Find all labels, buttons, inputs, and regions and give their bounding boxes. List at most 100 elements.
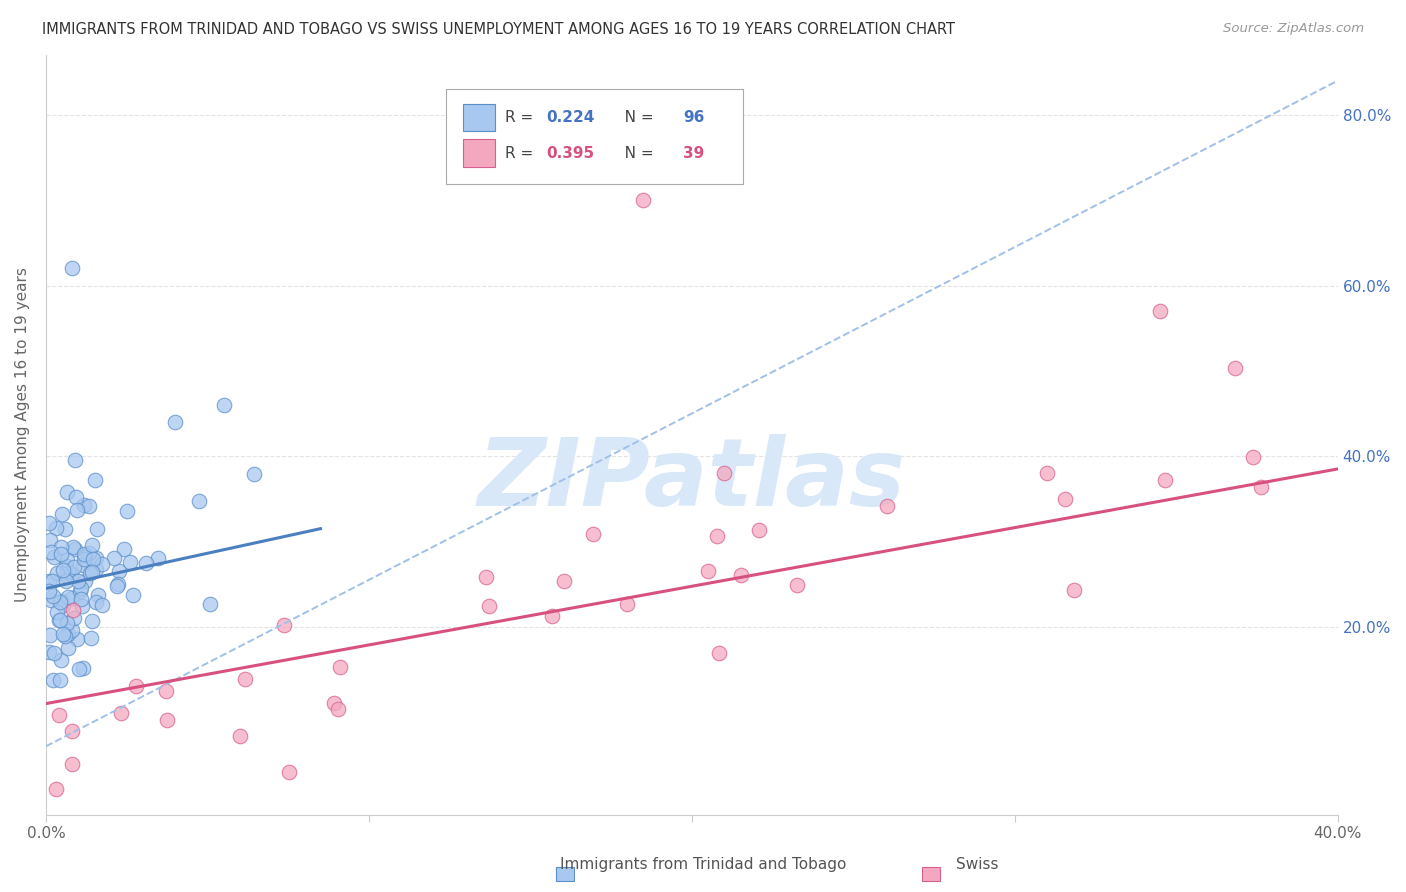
Point — [1036, 467, 1059, 481]
Point — [730, 568, 752, 582]
Point — [51, 593, 73, 607]
Point — [84, 595, 107, 609]
Point — [60, 591, 83, 606]
Text: N =: N = — [610, 145, 659, 161]
Point — [69, 592, 91, 607]
Point — [51, 507, 73, 521]
Point — [42, 549, 65, 564]
Point — [48, 613, 70, 627]
Text: Source: ZipAtlas.com: Source: ZipAtlas.com — [1223, 22, 1364, 36]
Text: Swiss: Swiss — [956, 857, 998, 872]
Text: 0.224: 0.224 — [546, 110, 595, 125]
Point — [121, 589, 143, 603]
Y-axis label: Unemployment Among Ages 16 to 19 years: Unemployment Among Ages 16 to 19 years — [15, 268, 30, 602]
Point — [46, 606, 69, 620]
Point — [70, 581, 93, 595]
Point — [38, 516, 60, 530]
Point — [108, 564, 131, 578]
Point — [49, 653, 72, 667]
Point — [53, 522, 76, 536]
Point — [228, 729, 250, 743]
Point — [273, 618, 295, 632]
Point — [82, 552, 104, 566]
Point — [66, 632, 89, 646]
Point — [67, 662, 90, 676]
Point — [328, 702, 350, 716]
Point — [553, 574, 575, 588]
FancyBboxPatch shape — [922, 867, 939, 881]
Point — [146, 551, 169, 566]
Point — [53, 629, 76, 643]
Point — [107, 577, 129, 591]
Point — [707, 646, 730, 660]
Point — [582, 526, 605, 541]
Point — [80, 538, 103, 552]
Point — [62, 559, 84, 574]
Point — [62, 541, 84, 555]
Point — [72, 558, 94, 573]
Text: N =: N = — [610, 110, 659, 125]
Point — [49, 547, 72, 561]
Point — [38, 628, 60, 642]
Point — [478, 599, 501, 614]
Point — [115, 504, 138, 518]
Point — [188, 494, 211, 508]
Point — [39, 593, 62, 607]
Point — [49, 613, 72, 627]
Point — [52, 563, 75, 577]
Point — [45, 521, 67, 535]
Point — [475, 570, 498, 584]
Point — [41, 574, 63, 588]
Point — [42, 673, 65, 687]
Point — [786, 577, 808, 591]
Point — [55, 553, 77, 567]
Point — [73, 547, 96, 561]
Point — [90, 598, 112, 612]
Point — [243, 467, 266, 481]
Point — [56, 615, 79, 630]
Point — [38, 584, 60, 599]
Point — [540, 609, 562, 624]
Point — [84, 562, 107, 576]
Point — [1063, 582, 1085, 597]
Point — [112, 542, 135, 557]
Point — [706, 529, 728, 543]
Point — [212, 398, 235, 412]
Point — [56, 590, 79, 604]
Point — [156, 714, 179, 728]
FancyBboxPatch shape — [463, 103, 495, 131]
Text: 96: 96 — [683, 110, 704, 125]
Point — [329, 660, 352, 674]
Point — [48, 707, 70, 722]
Point — [135, 556, 157, 570]
Point — [55, 559, 77, 574]
Point — [1241, 450, 1264, 464]
Text: Immigrants from Trinidad and Tobago: Immigrants from Trinidad and Tobago — [560, 857, 846, 872]
Point — [713, 467, 735, 481]
Point — [155, 684, 177, 698]
Point — [66, 574, 89, 588]
Point — [697, 565, 720, 579]
Point — [69, 583, 91, 598]
Point — [235, 672, 257, 686]
Point — [876, 499, 898, 513]
Point — [60, 261, 83, 276]
Point — [44, 646, 66, 660]
Point — [55, 574, 77, 588]
Point — [77, 546, 100, 560]
Point — [62, 603, 84, 617]
Point — [38, 574, 60, 588]
Point — [84, 550, 107, 565]
Point — [49, 673, 72, 688]
Point — [86, 522, 108, 536]
Point — [66, 503, 89, 517]
Point — [65, 541, 87, 556]
Point — [1153, 474, 1175, 488]
Point — [52, 598, 75, 612]
Point — [90, 558, 112, 572]
Point — [1223, 360, 1246, 375]
Point — [45, 566, 67, 580]
Point — [70, 599, 93, 614]
Point — [616, 597, 638, 611]
Point — [60, 724, 83, 739]
